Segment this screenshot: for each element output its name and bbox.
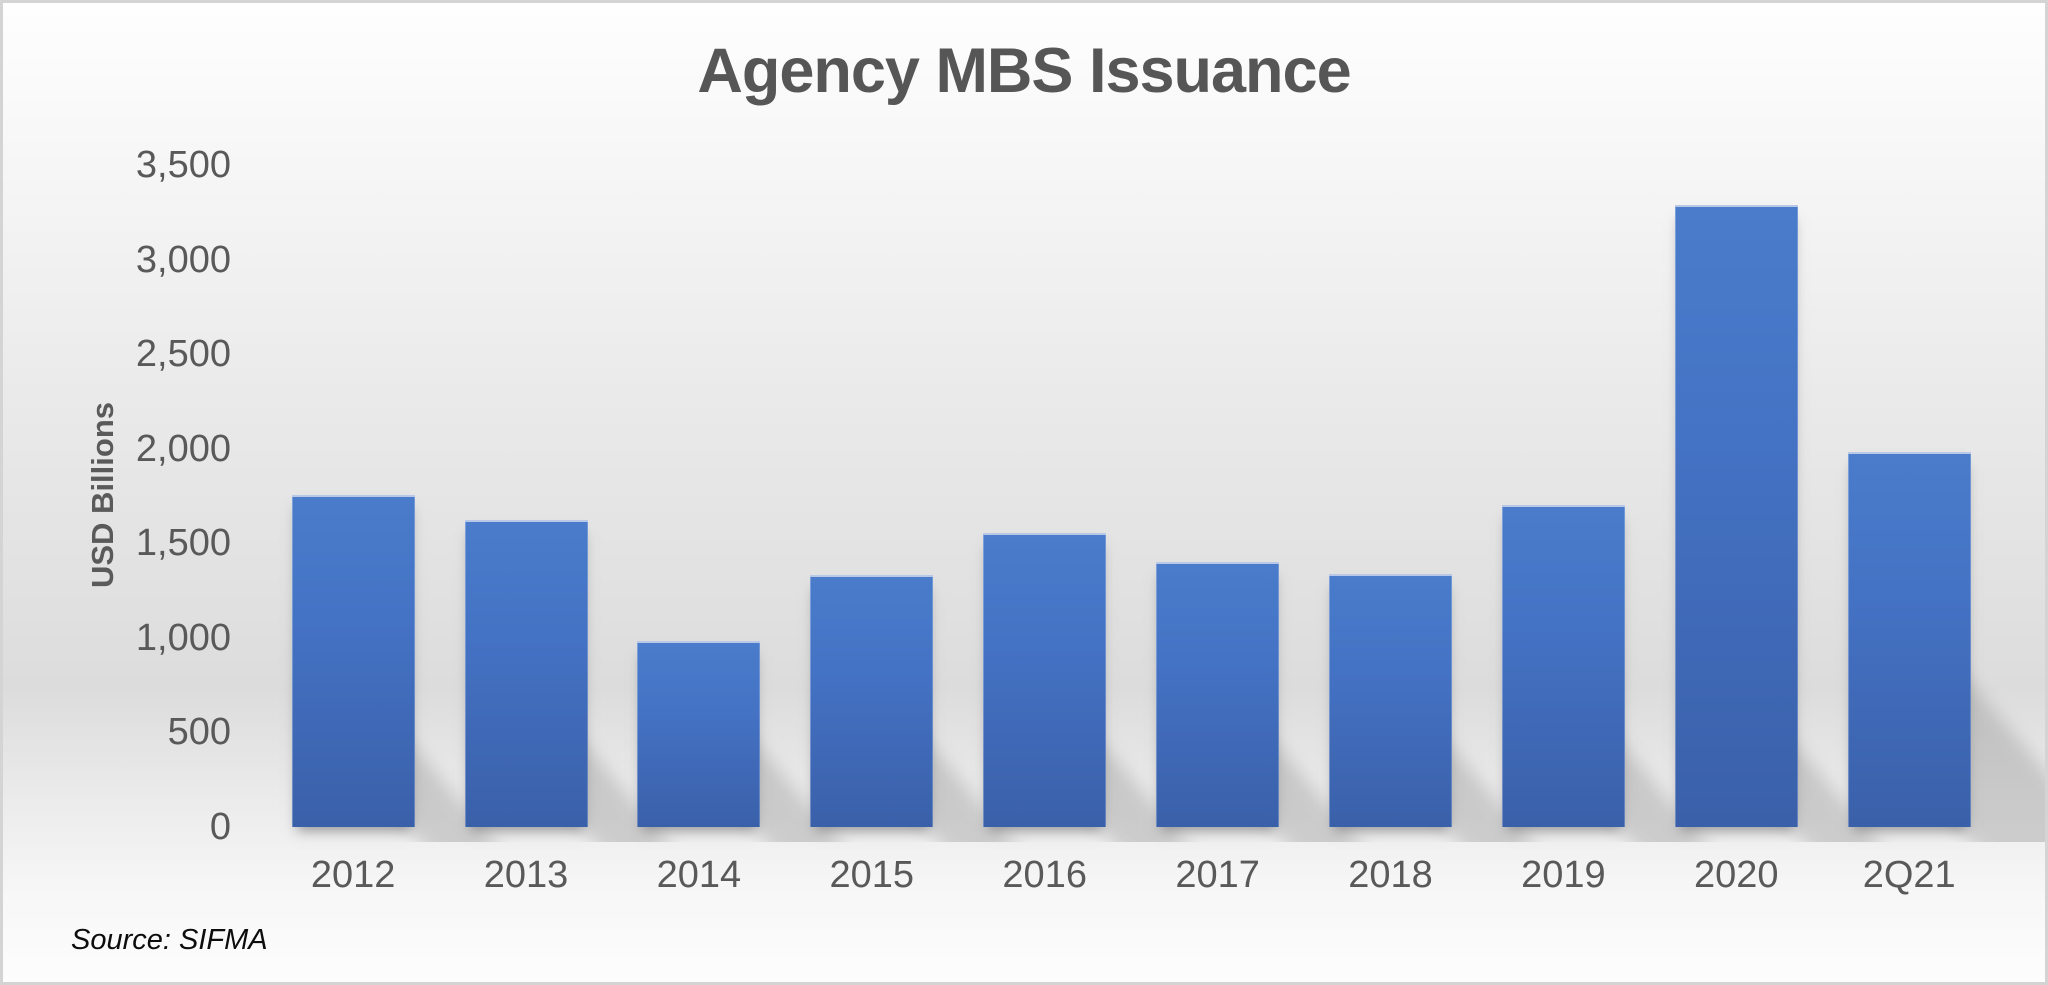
- bar-2020: [1674, 204, 1798, 827]
- bar-2Q21: [1847, 452, 1971, 827]
- y-axis-title: USD Billions: [85, 401, 120, 589]
- x-tick-label: 2012: [310, 854, 396, 896]
- bar-2013: [464, 519, 588, 827]
- y-tick-label: 500: [167, 711, 231, 754]
- bar-2015: [810, 575, 934, 827]
- x-tick-label: 2Q21: [1862, 854, 1956, 896]
- x-tick-label: 2014: [656, 854, 742, 896]
- y-tick-label: 2,500: [135, 333, 231, 376]
- bar-2016: [983, 532, 1107, 827]
- x-tick-label: 2016: [1002, 854, 1087, 896]
- y-tick-label: 0: [209, 806, 231, 848]
- y-tick-label: 1,500: [135, 522, 231, 565]
- x-tick-label: 2019: [1521, 854, 1606, 896]
- x-tick-label: 2015: [829, 854, 915, 896]
- bar-2019: [1501, 504, 1625, 827]
- x-tick-label: 2017: [1175, 854, 1260, 896]
- x-tick-label: 2020: [1694, 854, 1779, 896]
- bar-2012: [291, 495, 415, 827]
- bar-2017: [1156, 562, 1280, 827]
- bar-2014: [637, 640, 761, 827]
- bar-2018: [1329, 574, 1452, 827]
- chart-title: Agency MBS Issuance: [697, 36, 1351, 106]
- x-tick-label: 2013: [483, 854, 569, 896]
- y-tick-label: 3,500: [135, 144, 231, 186]
- source-note: Source: SIFMA: [71, 924, 268, 956]
- x-tick-label: 2018: [1348, 854, 1433, 896]
- y-tick-label: 3,000: [135, 238, 231, 281]
- y-tick-label: 2,000: [135, 427, 231, 470]
- y-tick-label: 1,000: [135, 616, 231, 659]
